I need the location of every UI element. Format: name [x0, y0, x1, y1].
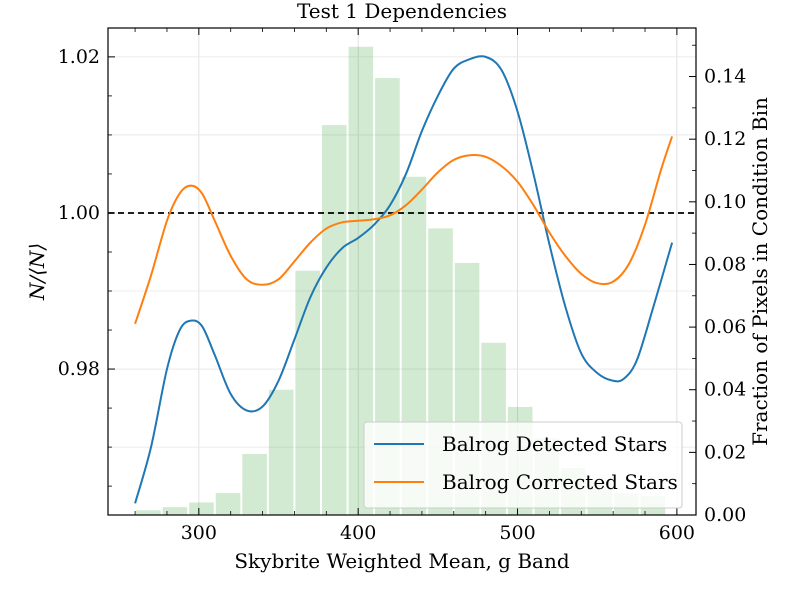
tick-labels: 300 400 500 600 0.98 1.00 1.02 0.00 0.02 0.04 0.06…	[58, 46, 747, 544]
histogram-bar	[189, 502, 214, 515]
histogram-bar	[162, 507, 188, 515]
x-axis-label: Skybrite Weighted Mean, g Band	[234, 549, 569, 573]
histogram-bar	[295, 270, 321, 515]
y-left-tick-label: 0.98	[58, 358, 100, 380]
y-right-tick-label: 0.04	[704, 379, 746, 401]
series-line-corrected	[134, 136, 674, 325]
histogram-bar	[242, 453, 267, 515]
x-tick-label: 500	[499, 522, 535, 544]
series-lines	[134, 55, 674, 504]
x-tick-label: 600	[659, 522, 695, 544]
y-right-tick-label: 0.14	[704, 66, 746, 88]
y-right-tick-label: 0.02	[704, 441, 746, 463]
y-axis-label-left: N/⟨N⟩	[25, 243, 49, 301]
histogram-bar	[268, 389, 294, 515]
legend-label-detected: Balrog Detected Stars	[442, 432, 667, 456]
legend: Balrog Detected Stars Balrog Corrected S…	[363, 421, 683, 509]
legend-label-corrected: Balrog Corrected Stars	[442, 470, 678, 494]
histogram-bar	[215, 493, 241, 515]
y-right-tick-label: 0.10	[704, 191, 746, 213]
plot-frame	[107, 27, 697, 516]
x-tick-label: 400	[340, 522, 376, 544]
y-right-tick-label: 0.00	[704, 504, 746, 526]
y-right-tick-label: 0.12	[704, 128, 746, 150]
x-tick-label: 300	[181, 522, 217, 544]
histogram-bar	[136, 510, 161, 515]
chart-title: Test 1 Dependencies	[297, 0, 507, 23]
axis-ticks	[108, 28, 696, 516]
y-right-tick-label: 0.06	[704, 316, 746, 338]
histogram-bar	[322, 125, 347, 515]
y-left-tick-label: 1.00	[58, 202, 100, 224]
y-axis-label-right: Fraction of Pixels in Condition Bin	[748, 97, 772, 446]
y-left-tick-label: 1.02	[58, 46, 100, 68]
y-right-tick-label: 0.08	[704, 253, 746, 275]
series-line-detected	[134, 55, 674, 504]
legend-box	[363, 421, 683, 509]
